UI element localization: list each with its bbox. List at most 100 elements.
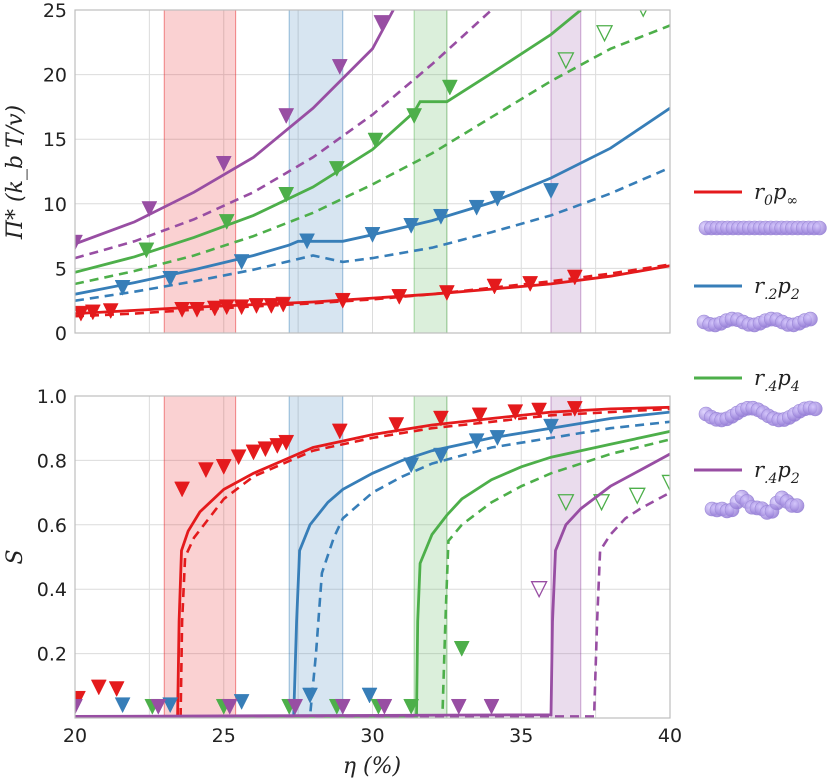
plot-frame [74, 9, 671, 334]
y-tick-label: 0.6 [37, 515, 67, 537]
data-point-marker [278, 187, 295, 203]
series-solid-line [75, 10, 395, 246]
y-tick-label: 0.8 [37, 450, 67, 472]
polymer-bead [803, 311, 818, 327]
transition-band [413, 395, 448, 719]
data-point-marker [84, 304, 101, 321]
data-point-marker [468, 433, 485, 450]
transition-band [288, 395, 344, 719]
series-solid-line [75, 10, 582, 274]
data-point-marker [543, 418, 559, 435]
data-point-marker [489, 190, 506, 207]
data-point-marker [75, 305, 89, 322]
data-point-marker [403, 218, 420, 234]
data-point-marker [215, 155, 232, 172]
data-point-marker [287, 698, 304, 715]
data-point-marker [531, 402, 548, 419]
data-point-marker [331, 423, 348, 440]
data-point-marker [150, 698, 167, 715]
y-tick-label: 20 [43, 65, 67, 87]
series-dashed-line [75, 420, 670, 718]
data-point-marker [391, 289, 408, 305]
legend-label-main2: p [777, 458, 790, 482]
data-point-marker [233, 254, 250, 270]
legend-entry: r.2p2 [694, 274, 818, 333]
polymer-bead-illustration [696, 311, 818, 333]
legend-entry: r.4p2 [694, 458, 805, 520]
polymer-bead-illustration [704, 489, 805, 520]
legend-label-sub: .2 [764, 287, 777, 303]
data-point-marker [218, 299, 235, 316]
data-point-marker [275, 296, 292, 313]
data-point-marker [108, 681, 125, 698]
data-point-marker [507, 404, 524, 421]
series-dashed-line [75, 407, 670, 718]
legend-label-main: r [754, 366, 766, 390]
x-tick-label: 35 [509, 725, 533, 747]
open-data-point-marker [661, 474, 670, 492]
data-point-marker [218, 214, 235, 230]
data-point-marker [215, 459, 232, 475]
data-point-marker [438, 285, 455, 302]
data-point-marker [489, 430, 506, 446]
data-point-marker [299, 233, 315, 250]
data-point-marker [522, 276, 539, 292]
y-tick-label: 5 [55, 258, 67, 280]
series-solid-line [75, 410, 670, 718]
series-dashed-line [75, 166, 670, 302]
legend-label-sub2: 2 [790, 471, 800, 487]
data-point-marker [453, 641, 470, 657]
legend-label: r0p∞ [754, 180, 798, 209]
legend-entry: r0p∞ [694, 180, 827, 236]
data-point-marker [90, 679, 107, 696]
data-point-marker [403, 698, 420, 715]
bottom-ylabel: S [3, 549, 28, 564]
polymer-bead [789, 498, 805, 513]
data-point-marker [102, 303, 119, 320]
data-point-marker [328, 161, 345, 177]
top-panel: 0 5 10 15 20 25 [43, 0, 671, 345]
bottom-panel: 0.2 0.4 0.6 0.8 1.0 20 25 30 35 40 [37, 386, 682, 747]
data-point-marker [206, 300, 223, 317]
series-dashed-line [75, 491, 670, 718]
data-point-marker [278, 434, 295, 451]
series-solid-line [75, 107, 670, 296]
legend-label-main: r [754, 458, 766, 482]
series-group [75, 401, 670, 718]
data-point-marker [75, 234, 83, 251]
legend-label: r.4p2 [754, 458, 800, 487]
data-point-marker [263, 298, 280, 314]
data-point-marker [174, 481, 191, 498]
legend-label-main: r [754, 180, 766, 204]
top-ylabel-text: Π* (k_b T/v) [3, 105, 28, 240]
data-point-marker [334, 698, 351, 715]
y-tick-label: 0.4 [37, 579, 67, 601]
series-dashed-line [75, 438, 670, 718]
data-point-marker [376, 698, 393, 715]
x-tick-label: 20 [63, 725, 87, 747]
x-tick-label: 30 [360, 725, 384, 747]
series-solid-line [75, 430, 670, 718]
data-point-marker [331, 59, 348, 75]
data-point-marker [162, 697, 179, 714]
open-data-point-marker [639, 10, 648, 18]
legend-label-main2: p [773, 180, 786, 204]
data-point-marker [174, 301, 191, 318]
data-point-marker [189, 301, 205, 318]
data-point-marker [233, 694, 250, 710]
data-point-marker [433, 208, 449, 225]
top-ylabel: Π* (k_b T/v) [3, 105, 28, 240]
x-tick-label: 25 [212, 725, 236, 747]
legend-label-sub: 0 [764, 193, 773, 209]
series-dashed-line [75, 263, 670, 318]
data-point-marker [334, 292, 351, 309]
open-data-point-marker [530, 581, 548, 599]
x-tick-label: 40 [658, 725, 682, 747]
transition-band [163, 9, 237, 334]
data-point-marker [197, 462, 214, 479]
bottom-ylabel-text: S [3, 549, 28, 564]
data-point-marker [278, 108, 295, 125]
legend-label-sub2: ∞ [786, 193, 798, 209]
